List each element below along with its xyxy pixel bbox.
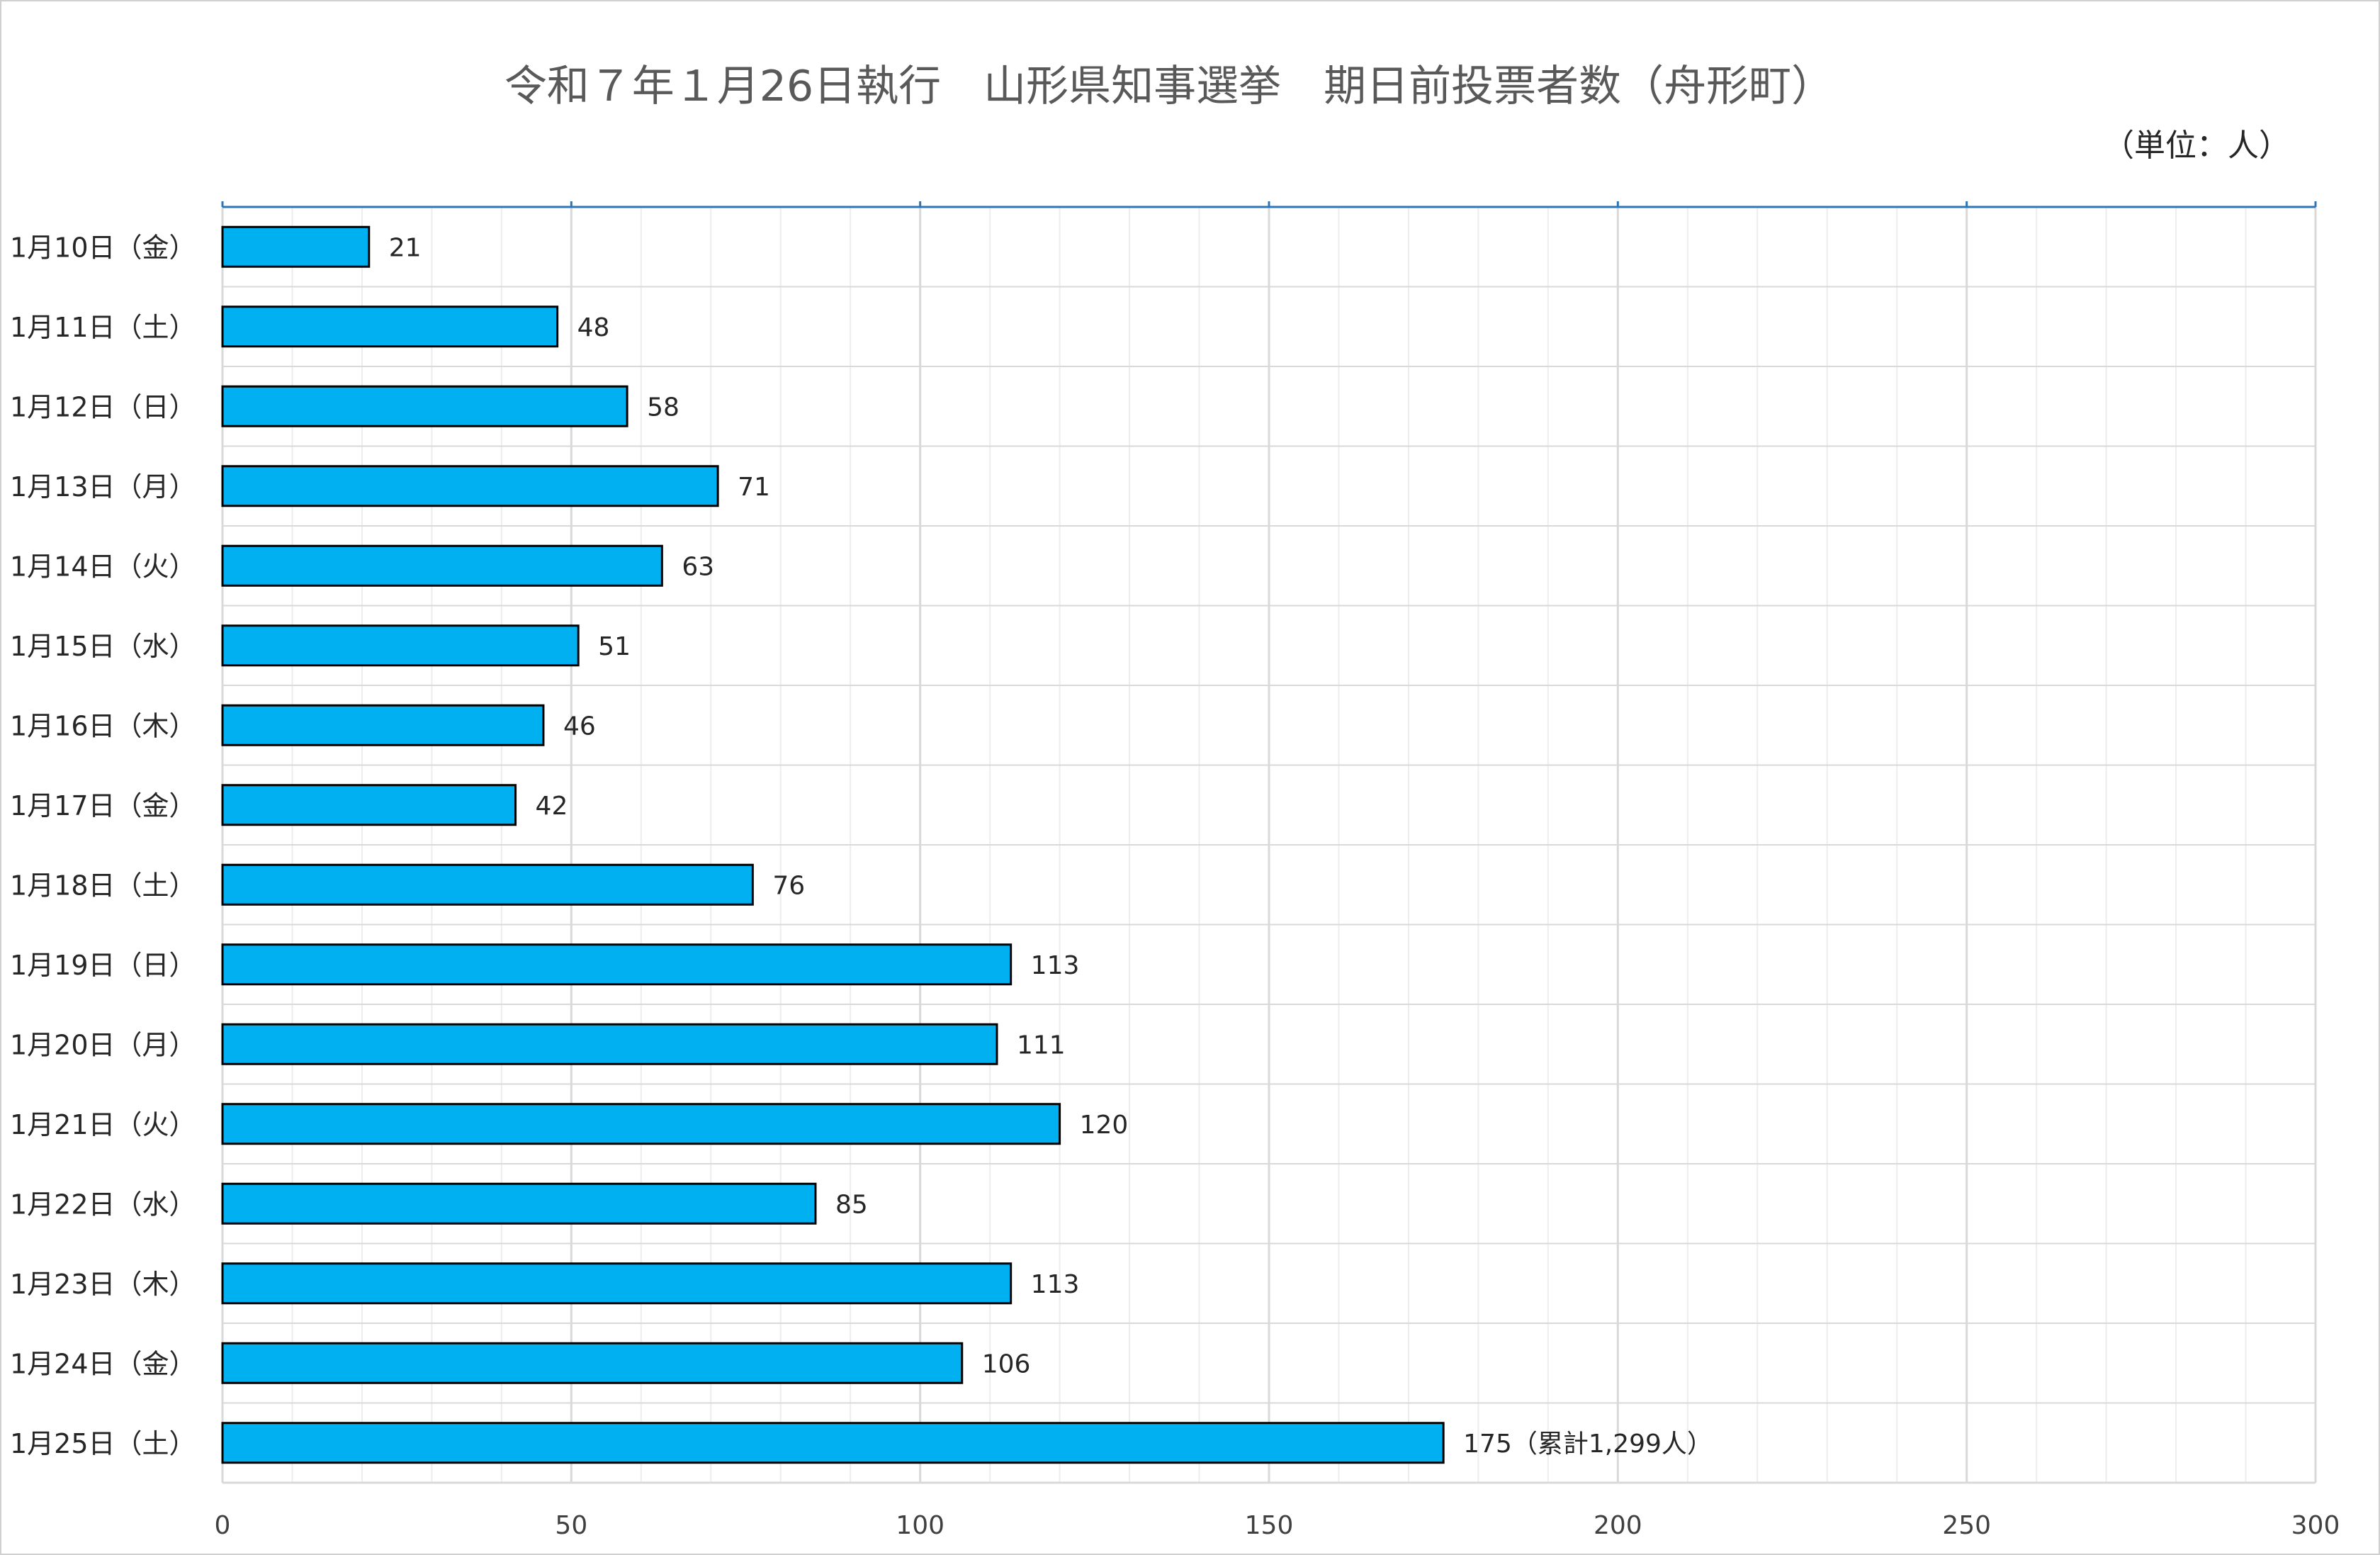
category-label: 1月15日（水） xyxy=(10,631,196,662)
category-label: 1月25日（土） xyxy=(10,1428,196,1459)
category-label: 1月21日（火） xyxy=(10,1109,196,1140)
grid-lines xyxy=(221,201,2317,1484)
bar xyxy=(221,1342,964,1384)
x-tick-label: 150 xyxy=(1245,1511,1294,1540)
data-label: 120 xyxy=(1080,1111,1129,1140)
bar xyxy=(221,544,663,587)
category-label: 1月17日（金） xyxy=(10,790,196,821)
bar xyxy=(221,1182,817,1225)
data-label: 63 xyxy=(682,552,714,581)
bars xyxy=(221,225,1445,1464)
bar xyxy=(221,1262,1013,1305)
bar xyxy=(221,863,754,906)
category-label: 1月16日（木） xyxy=(10,710,196,741)
data-label: 106 xyxy=(982,1349,1031,1379)
category-label: 1月13日（月） xyxy=(10,471,196,503)
bar xyxy=(221,704,545,746)
category-label: 1月20日（月） xyxy=(10,1029,196,1060)
data-label: 113 xyxy=(1031,951,1080,980)
data-label: 111 xyxy=(1017,1031,1066,1060)
category-label: 1月18日（土） xyxy=(10,870,196,901)
category-label: 1月24日（金） xyxy=(10,1348,196,1379)
data-label: 76 xyxy=(772,871,805,900)
data-label: 48 xyxy=(577,313,610,342)
data-label: 21 xyxy=(389,233,422,262)
bar xyxy=(221,465,719,507)
bar xyxy=(221,784,517,826)
data-label: 46 xyxy=(563,712,596,741)
data-label: 175（累計1,299人） xyxy=(1463,1430,1713,1459)
bar xyxy=(221,225,371,268)
bar xyxy=(221,385,628,427)
data-label: 58 xyxy=(647,393,679,422)
chart-title: 令和７年１月26日執行 山形県知事選挙 期日前投票者数（舟形町） xyxy=(504,62,1834,111)
category-label: 1月10日（金） xyxy=(10,232,196,263)
x-tick-label: 100 xyxy=(896,1511,944,1540)
category-label: 1月14日（火） xyxy=(10,551,196,582)
x-axis-tick-labels: 0 50 100 150 200 250 300 xyxy=(215,1511,2340,1540)
data-label: 51 xyxy=(598,632,631,661)
data-label: 42 xyxy=(536,792,568,821)
x-tick-label: 50 xyxy=(555,1511,587,1540)
x-tick-label: 0 xyxy=(215,1511,231,1540)
bar xyxy=(221,943,1013,986)
unit-note: （単位：人） xyxy=(2103,128,2290,164)
category-label: 1月11日（土） xyxy=(10,312,196,343)
x-tick-label: 200 xyxy=(1594,1511,1642,1540)
data-labels: 21 48 58 71 63 51 46 42 76 113 111 120 85 113 106 175（累… xyxy=(389,233,1713,1459)
bar xyxy=(221,624,580,667)
data-label: 113 xyxy=(1031,1270,1080,1299)
x-tick-label: 300 xyxy=(2291,1511,2340,1540)
bar xyxy=(221,1023,998,1065)
category-label: 1月19日（日） xyxy=(10,950,196,981)
category-label: 1月23日（木） xyxy=(10,1269,196,1300)
data-label: 85 xyxy=(835,1190,868,1219)
bar xyxy=(221,1422,1445,1464)
category-labels: 1月10日（金） 1月11日（土） 1月12日（日） 1月13日（月） 1月14日（火）… xyxy=(10,232,196,1459)
bar xyxy=(221,305,559,348)
bar xyxy=(221,1103,1061,1145)
category-label: 1月12日（日） xyxy=(10,391,196,422)
category-label: 1月22日（水） xyxy=(10,1189,196,1220)
data-label: 71 xyxy=(738,473,770,502)
x-tick-label: 250 xyxy=(1942,1511,1991,1540)
